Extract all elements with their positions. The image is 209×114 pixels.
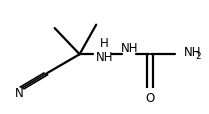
Text: NH: NH	[96, 51, 113, 63]
Text: N: N	[15, 87, 24, 100]
Text: 2: 2	[195, 52, 201, 61]
Text: NH: NH	[183, 46, 201, 59]
Text: NH: NH	[121, 41, 138, 54]
Text: O: O	[145, 91, 155, 104]
Text: H: H	[100, 37, 109, 50]
